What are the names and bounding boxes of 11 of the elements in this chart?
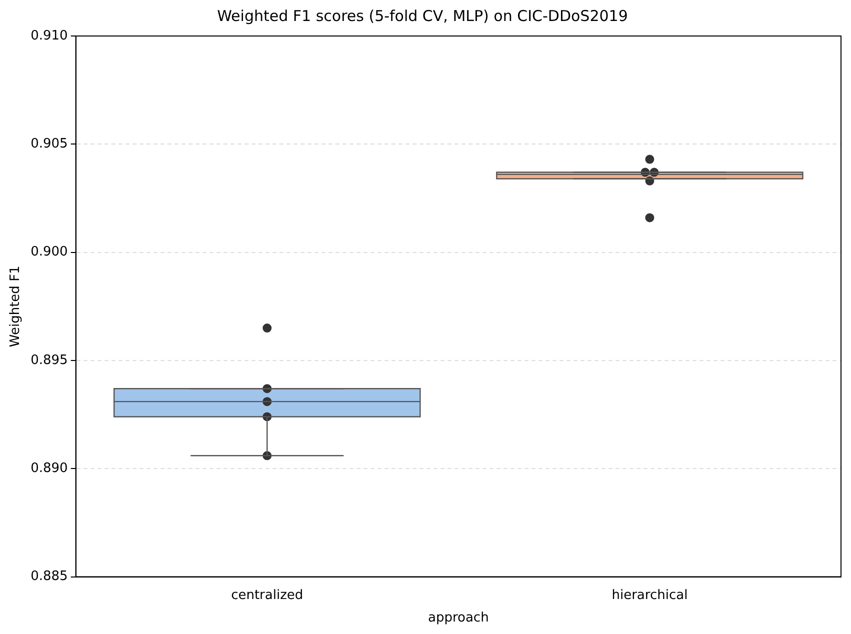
y-tick-label: 0.885	[30, 569, 68, 584]
x-axis-title: approach	[428, 610, 489, 626]
y-tick-label: 0.905	[30, 136, 68, 152]
y-tick-label: 0.900	[30, 244, 68, 260]
x-tick-label: centralized	[231, 588, 304, 603]
y-axis-title: Weighted F1	[8, 266, 24, 348]
y-tick-label: 0.910	[30, 28, 68, 44]
y-tick-label: 0.895	[30, 352, 68, 368]
chart-title: Weighted F1 scores (5-fold CV, MLP) on CIC-DDoS2019	[217, 6, 628, 25]
y-tick-label: 0.890	[30, 461, 68, 476]
x-tick-label: hierarchical	[612, 588, 688, 603]
